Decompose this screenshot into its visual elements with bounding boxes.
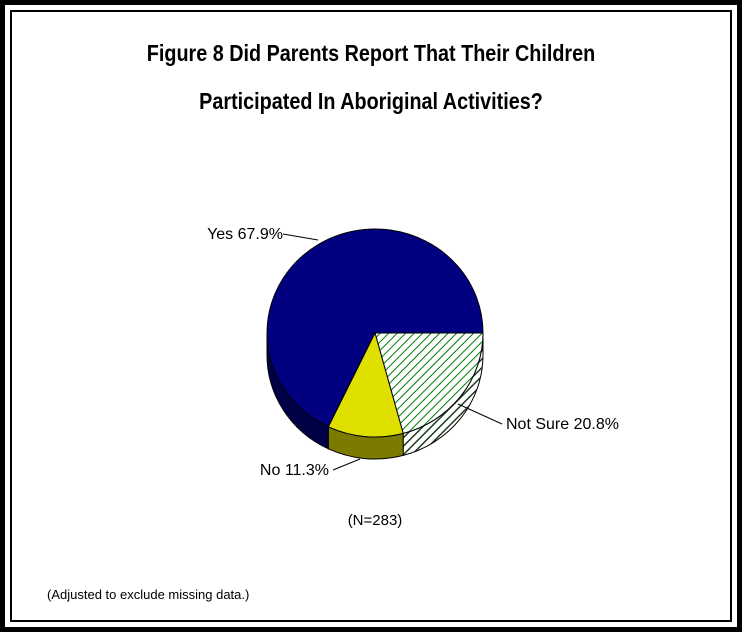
sample-size-note: (N=283) xyxy=(347,512,403,529)
slice-label-yes: Yes 67.9% xyxy=(207,226,283,243)
leader-line-yes xyxy=(282,233,319,241)
leader-line-not-sure xyxy=(457,403,503,425)
pie-slice-not-sure xyxy=(374,332,484,435)
slice-label-no: No 11.3% xyxy=(260,462,329,479)
pie-group xyxy=(266,228,484,460)
leader-line-no xyxy=(332,458,361,471)
chart-title-line-1: Figure 8 Did Parents Report That Their C… xyxy=(146,40,596,66)
slice-label-not-sure: Not Sure 20.8% xyxy=(506,416,619,433)
pie-slice-no xyxy=(327,331,404,438)
pie-slice-yes xyxy=(266,228,484,428)
chart-title-line-2: Participated In Aboriginal Activities? xyxy=(199,88,543,114)
label-group: Yes 67.9% Not Sure 20.8% No 11.3% xyxy=(207,226,619,479)
footnote: (Adjusted to exclude missing data.) xyxy=(47,587,250,602)
